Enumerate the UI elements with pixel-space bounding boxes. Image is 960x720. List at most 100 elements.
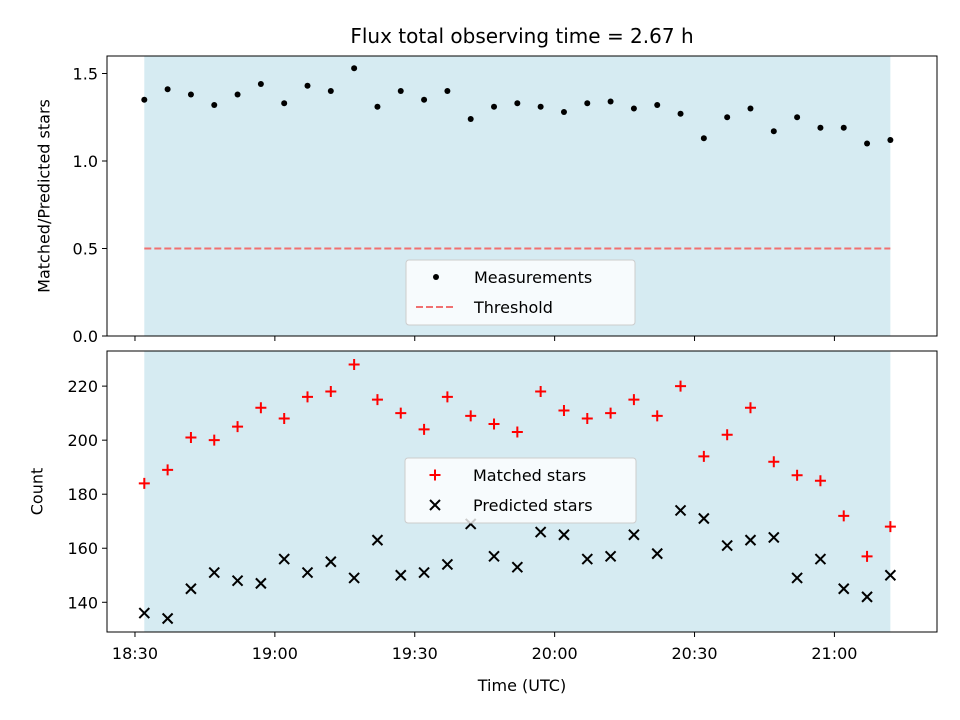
matched-stars-point xyxy=(348,359,360,371)
matched-stars-point xyxy=(138,477,150,489)
predicted-stars-point xyxy=(231,574,244,587)
matched-stars-point xyxy=(884,521,896,533)
measurements-point xyxy=(864,140,871,147)
matched-stars-point xyxy=(628,394,640,406)
legend-label: Threshold xyxy=(473,298,553,317)
predicted-stars-point xyxy=(371,534,384,546)
matched-stars-point xyxy=(465,410,477,422)
matched-stars-point xyxy=(768,456,780,468)
y-tick-label: 1.0 xyxy=(73,152,98,171)
measurements-point xyxy=(584,100,591,107)
predicted-stars-point xyxy=(674,504,687,517)
predicted-stars-point xyxy=(488,550,500,563)
predicted-stars-point xyxy=(418,566,430,579)
top-legend: Measurements Threshold xyxy=(405,259,636,326)
predicted-stars-point xyxy=(278,553,290,565)
y-tick-label: 0.0 xyxy=(73,327,98,346)
measurements-point xyxy=(257,81,264,87)
predicted-stars-point xyxy=(791,572,803,584)
predicted-stars-point xyxy=(301,566,314,579)
matched-stars-point xyxy=(278,413,290,425)
top-plot-frame xyxy=(106,55,938,337)
matched-stars-point xyxy=(488,418,500,430)
matched-stars-point xyxy=(325,386,337,398)
matched-stars-point xyxy=(558,404,570,416)
x-tick-label: 19:00 xyxy=(252,644,298,663)
predicted-stars-point xyxy=(744,534,757,546)
bottom-panel: 140 160 180 200 220 18:30 19:00 19:30 20:00 20:30… xyxy=(28,350,938,695)
matched-stars-point xyxy=(744,402,756,414)
y-tick-label: 0.5 xyxy=(73,240,98,259)
predicted-stars-point xyxy=(884,569,897,581)
predicted-stars-point xyxy=(185,583,197,595)
bottom-y-axis-label: Count xyxy=(28,468,47,516)
matched-stars-point xyxy=(838,510,850,522)
measurements-point xyxy=(304,82,311,89)
matched-stars-point xyxy=(255,402,267,414)
predicted-stars-point xyxy=(651,547,663,560)
predicted-stars-point xyxy=(628,529,640,541)
legend-swatch xyxy=(429,469,441,481)
predicted-stars-point xyxy=(161,612,174,625)
matched-stars-point xyxy=(441,391,453,403)
y-tick-label: 1.5 xyxy=(73,65,98,84)
predicted-stars-point xyxy=(558,529,570,541)
matched-stars-point xyxy=(302,391,314,403)
measurements-point xyxy=(747,105,754,112)
measurements-point xyxy=(141,96,148,103)
matched-stars-point xyxy=(605,407,617,419)
measurements-point xyxy=(840,124,847,131)
matched-stars-point xyxy=(395,407,407,419)
measurements-point xyxy=(700,135,707,142)
x-tick-label: 20:30 xyxy=(671,644,717,663)
predicted-stars-point xyxy=(511,561,524,573)
legend-label: Predicted stars xyxy=(473,496,593,515)
measurements-point xyxy=(351,65,358,72)
top-plot-marks xyxy=(141,65,894,250)
measurements-point xyxy=(467,116,474,122)
measurements-point xyxy=(164,86,171,93)
measurements-point xyxy=(770,128,777,135)
chart-title: Flux total observing time = 2.67 h xyxy=(350,24,693,48)
predicted-stars-point xyxy=(721,539,733,552)
measurements-point xyxy=(211,102,218,108)
predicted-stars-point xyxy=(698,512,710,525)
bottom-plot-frame xyxy=(106,350,938,633)
measurements-point xyxy=(537,103,544,110)
legend-swatch xyxy=(433,274,439,280)
predicted-stars-point xyxy=(814,553,827,565)
measurements-point xyxy=(234,91,241,98)
predicted-stars-point xyxy=(255,577,267,590)
measurements-point xyxy=(607,98,614,105)
x-tick-label: 20:00 xyxy=(532,644,578,663)
matched-stars-point xyxy=(371,394,383,406)
measurements-point xyxy=(187,91,194,98)
predicted-stars-point xyxy=(581,553,593,565)
predicted-stars-point xyxy=(208,566,220,579)
measurements-point xyxy=(724,114,731,121)
measurements-point xyxy=(421,96,428,103)
matched-stars-point xyxy=(185,431,197,443)
legend-swatch xyxy=(429,499,441,511)
top-y-axis-label: Matched/Predicted stars xyxy=(35,99,54,293)
predicted-stars-point xyxy=(768,531,780,544)
measurements-point xyxy=(281,100,288,107)
bottom-axis-ticks: 140 160 180 200 220 18:30 19:00 19:30 20:00 20:30… xyxy=(67,377,857,663)
legend-label: Measurements xyxy=(474,268,592,287)
y-tick-label: 180 xyxy=(67,485,98,504)
legend-label: Matched stars xyxy=(473,466,586,485)
predicted-stars-point xyxy=(534,526,547,538)
matched-stars-point xyxy=(861,550,873,562)
predicted-stars-point xyxy=(348,572,360,584)
y-tick-label: 220 xyxy=(67,377,98,396)
measurements-point xyxy=(817,124,824,131)
y-tick-label: 160 xyxy=(67,539,98,558)
measurements-point xyxy=(560,109,567,115)
legend-box xyxy=(405,259,636,326)
predicted-stars-point xyxy=(838,583,850,595)
predicted-stars-point xyxy=(395,569,407,581)
matched-stars-point xyxy=(791,469,803,481)
matched-stars-point xyxy=(418,423,430,435)
matched-stars-point xyxy=(675,380,687,392)
